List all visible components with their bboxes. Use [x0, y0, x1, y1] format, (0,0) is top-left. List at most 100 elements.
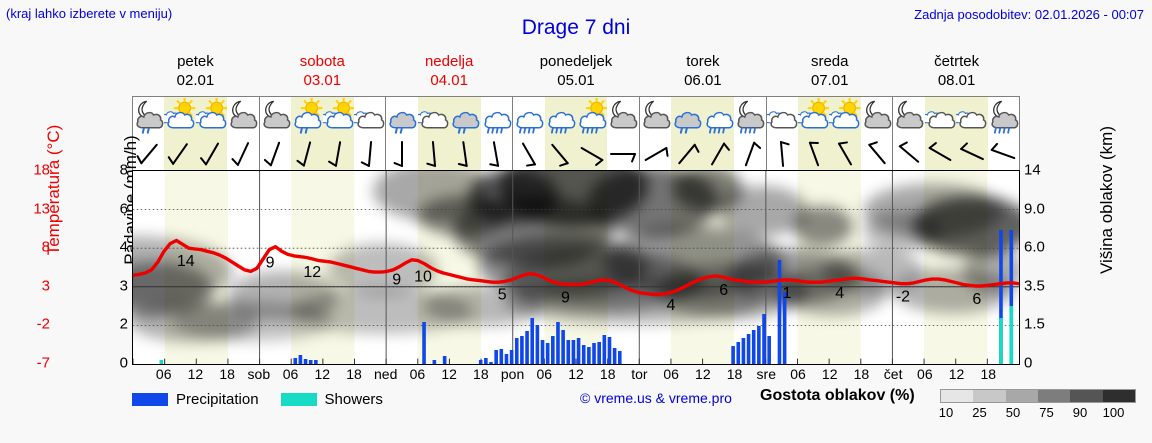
- cloud-icon: [417, 98, 449, 136]
- axis-tick: 3.5: [1024, 277, 1045, 295]
- day-block-sobota: [260, 97, 387, 170]
- forecast-slot: [544, 97, 577, 170]
- cloud-density-tick: 90: [1072, 405, 1088, 420]
- precipitation-bar: [576, 338, 581, 364]
- forecast-slot: [988, 97, 1019, 170]
- night-cloud-icon: [893, 98, 924, 136]
- temperature-label: 4: [835, 285, 844, 302]
- temperature-label: 9: [561, 289, 570, 306]
- precipitation-bar: [566, 340, 571, 364]
- day-block-četrtek: [893, 97, 1019, 170]
- cloud-icon: [766, 98, 798, 136]
- x-tick-label: 06: [282, 366, 299, 382]
- wind-barb-icon: [861, 137, 892, 169]
- axis-tick: 8: [41, 238, 50, 256]
- forecast-slot: [449, 97, 481, 170]
- cloud-density-tick: 25: [972, 405, 987, 420]
- x-tick-label: 12: [568, 366, 584, 382]
- cloud-density-step: [1037, 390, 1071, 402]
- night-cloud-icon: [861, 98, 892, 136]
- precipitation-bar: [777, 260, 782, 364]
- forecast-slot: [893, 97, 924, 170]
- day-name: torek: [686, 53, 720, 70]
- cloud-rain-icon: [545, 98, 576, 136]
- wind-barb-icon: [196, 137, 227, 169]
- night-cloud-icon: [260, 98, 291, 136]
- x-tick-label: 12: [695, 366, 711, 382]
- sun-cloud-icon: [164, 98, 196, 136]
- wind-barb-icon: [386, 137, 417, 169]
- last-updated-label: Zadnja posodobitev: 02.01.2026 - 00:07: [914, 7, 1144, 22]
- precipitation-bar: [535, 325, 540, 364]
- day-date: 03.01: [303, 72, 342, 89]
- x-tick-label: 18: [346, 366, 362, 382]
- wind-barb-icon: [607, 137, 638, 169]
- forecast-slot: [481, 97, 512, 170]
- x-tick-label: 12: [948, 366, 965, 382]
- forecast-slot: [195, 97, 228, 170]
- precipitation-bar: [762, 314, 766, 364]
- cloud-density-step: [941, 390, 974, 402]
- wind-barb-icon: [988, 137, 1019, 169]
- wind-barb-icon: [133, 137, 164, 169]
- x-tick-label: ned: [374, 366, 398, 382]
- cloud-drizzle-icon: [671, 98, 702, 136]
- wind-barb-icon: [671, 137, 702, 169]
- wind-barb-icon: [545, 137, 576, 169]
- cloud-drizzle-icon: [386, 98, 417, 136]
- night-cloud-drizzle-icon: [133, 98, 164, 136]
- precipitation-legend: Precipitation Showers: [132, 388, 383, 410]
- axis-tick: 4: [119, 238, 128, 256]
- wind-barb-icon: [703, 137, 734, 169]
- day-block-petek: [133, 97, 260, 170]
- precipitation-bar: [478, 360, 483, 364]
- precipitation-bar: [432, 360, 437, 364]
- wind-barb-icon: [323, 137, 354, 169]
- precipitation-bar: [592, 343, 596, 364]
- temperature-label: -2: [896, 289, 910, 306]
- x-tick-label: 06: [917, 366, 933, 382]
- day-date: 04.01: [430, 72, 468, 89]
- x-tick-label: 18: [726, 366, 743, 382]
- forecast-slot: [702, 97, 735, 170]
- night-cloud-rain-icon: [734, 98, 765, 136]
- wind-barb-icon: [449, 137, 480, 169]
- precipitation-bar: [561, 330, 565, 364]
- precipitation-bar: [782, 292, 787, 364]
- wind-barb-icon: [893, 137, 924, 169]
- temperature-label: 10: [414, 269, 432, 286]
- day-name: četrtek: [934, 53, 980, 70]
- axis-tick: 9.0: [1024, 200, 1045, 218]
- cloud-density-scale: [940, 389, 1136, 403]
- cloud-density-tick: 10: [938, 405, 954, 420]
- forecast-slot: [513, 97, 544, 170]
- day-header-nedelja: nedelja 04.01: [386, 52, 513, 94]
- precipitation-bar: [308, 360, 313, 364]
- wind-barb-icon: [354, 137, 385, 169]
- precipitation-bar: [514, 338, 519, 364]
- precipitation-bar: [587, 347, 591, 364]
- location-menu-note[interactable]: (kraj lahko izberete v meniju): [6, 6, 173, 21]
- axis-tick: 2: [119, 315, 128, 333]
- x-tick-label: čet: [883, 366, 903, 382]
- forecast-slot: [133, 97, 164, 170]
- temperature-label: 6: [719, 282, 728, 299]
- wind-barb-icon: [291, 137, 322, 169]
- forecast-icon-band: [132, 96, 1020, 170]
- temperature-curve: [133, 238, 1019, 297]
- precipitation-bar: [581, 345, 586, 364]
- forecast-slot: [640, 97, 671, 170]
- precipitation-bar: [509, 350, 514, 364]
- wind-barb-icon: [260, 137, 291, 169]
- temperature-label: 9: [392, 272, 401, 289]
- day-name: sreda: [810, 53, 849, 70]
- credit-label[interactable]: © vreme.us & vreme.pro: [580, 390, 732, 406]
- wind-barb-icon: [956, 137, 987, 169]
- precipitation-bar: [484, 358, 488, 364]
- forecast-slot: [734, 97, 765, 170]
- day-name: ponedeljek: [539, 53, 613, 70]
- precipitation-bar: [612, 348, 617, 364]
- axis-tick: 3: [41, 277, 50, 295]
- precipitation-bars: [159, 230, 1014, 364]
- gridlines: [133, 171, 1019, 364]
